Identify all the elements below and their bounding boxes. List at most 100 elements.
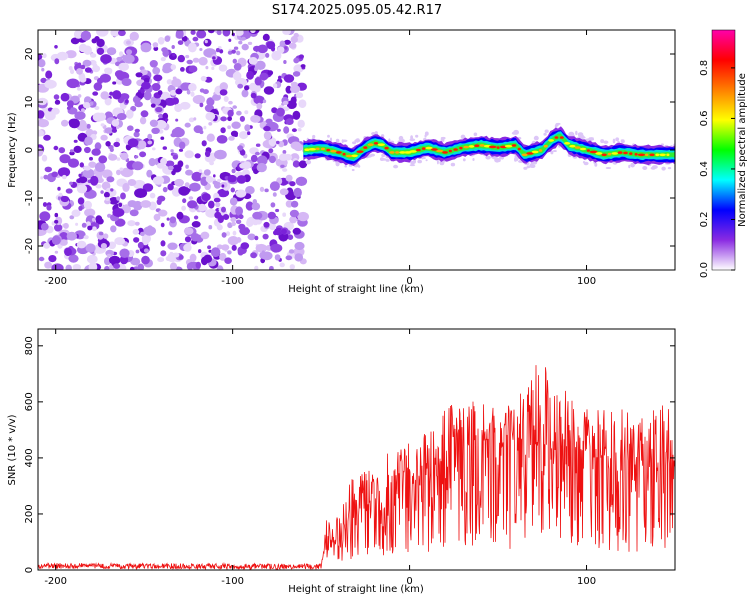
noise-blob — [58, 147, 66, 154]
noise-blob — [60, 119, 69, 127]
noise-blob — [161, 47, 168, 53]
noise-blob — [181, 205, 187, 211]
noise-blob — [160, 91, 171, 101]
noise-blob — [73, 139, 78, 143]
noise-blob — [169, 262, 178, 270]
noise-blob — [78, 205, 83, 211]
noise-blob — [409, 138, 416, 142]
noise-blob — [98, 155, 108, 164]
noise-blob — [157, 90, 163, 96]
noise-blob — [78, 119, 87, 130]
noise-blob — [93, 82, 103, 91]
noise-blob — [109, 255, 121, 265]
colorbar-tick-label: 0.2 — [699, 212, 710, 228]
noise-blob — [162, 146, 167, 150]
noise-blob — [95, 215, 103, 223]
noise-blob — [111, 128, 117, 133]
noise-blob — [251, 202, 261, 211]
signal-peak — [320, 147, 325, 151]
noise-blob — [231, 168, 236, 174]
noise-blob — [195, 261, 201, 269]
noise-blob — [90, 175, 99, 186]
noise-blob — [285, 174, 293, 182]
noise-blob — [99, 231, 104, 236]
noise-blob — [71, 209, 81, 217]
noise-blob — [274, 254, 281, 261]
noise-blob — [54, 250, 59, 254]
signal-peak — [504, 144, 513, 148]
noise-blob — [160, 222, 165, 228]
noise-blob — [169, 89, 178, 96]
noise-blob — [188, 117, 195, 123]
noise-blob — [38, 129, 44, 137]
noise-blob — [149, 192, 156, 199]
signal-peak — [637, 153, 646, 157]
noise-blob — [148, 158, 156, 167]
noise-blob — [146, 169, 153, 178]
noise-blob — [184, 122, 191, 128]
noise-blob — [141, 255, 150, 265]
noise-blob — [118, 202, 123, 207]
signal-peak — [611, 152, 619, 155]
noise-blob — [190, 91, 195, 97]
noise-blob — [206, 133, 215, 142]
noise-blob — [134, 188, 148, 199]
noise-blob — [171, 78, 182, 88]
noise-blob — [282, 30, 291, 35]
noise-blob — [193, 215, 199, 220]
noise-blob — [76, 178, 82, 183]
signal-peak — [634, 153, 638, 156]
noise-blob — [192, 94, 206, 105]
noise-blob — [247, 41, 253, 46]
noise-blob — [265, 52, 270, 58]
signal-peak — [436, 149, 444, 153]
noise-blob — [120, 167, 134, 178]
noise-blob — [175, 88, 183, 95]
noise-blob — [38, 119, 49, 128]
signal-peak — [601, 153, 607, 157]
noise-blob — [113, 141, 120, 148]
noise-blob — [300, 64, 306, 68]
noise-blob — [294, 253, 304, 262]
colorbar: 0.0 0.2 0.4 0.6 0.8 Normalized spectral ampl… — [699, 29, 748, 278]
noise-blob — [232, 71, 242, 81]
noise-blob — [133, 266, 138, 270]
noise-blob — [77, 87, 81, 91]
noise-blob — [212, 56, 216, 60]
noise-blob — [472, 158, 475, 161]
noise-blob — [51, 171, 58, 178]
noise-blob — [65, 188, 73, 194]
noise-blob — [134, 128, 140, 133]
noise-blob — [153, 74, 163, 82]
noise-blob — [211, 66, 215, 70]
signal-peak — [526, 152, 534, 155]
noise-blob — [227, 109, 234, 117]
noise-blob — [217, 188, 230, 198]
noise-blob — [196, 30, 207, 39]
noise-blob — [77, 94, 82, 98]
noise-blob — [272, 83, 278, 89]
colorbar-tick-label: 0.6 — [699, 110, 710, 126]
noise-blob — [121, 78, 132, 86]
noise-blob — [293, 187, 302, 198]
noise-blob — [114, 237, 126, 246]
noise-blob — [76, 240, 87, 249]
noise-blob — [110, 225, 117, 233]
noise-blob — [104, 257, 111, 266]
colorbar-gradient — [711, 29, 736, 271]
signal-peak — [463, 145, 470, 149]
noise-blob — [233, 63, 242, 71]
noise-blob — [68, 254, 79, 263]
noise-blob — [158, 209, 168, 217]
noise-blob — [425, 159, 428, 162]
noise-blob — [278, 140, 285, 148]
noise-blob — [179, 141, 186, 150]
noise-blob — [155, 106, 163, 113]
noise-blob — [142, 183, 154, 192]
spectrogram-ylabel: Frequency (Hz) — [7, 112, 18, 188]
noise-blob — [236, 50, 241, 56]
noise-blob — [171, 45, 175, 49]
signal-peak — [479, 144, 485, 147]
signal-peak — [538, 149, 543, 152]
noise-blob — [221, 232, 227, 238]
